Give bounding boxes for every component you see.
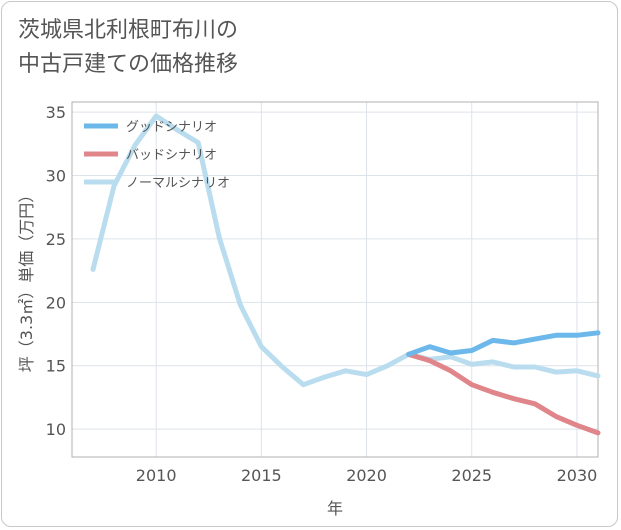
legend-label-1: バッドシナリオ xyxy=(126,148,217,163)
grid-lines xyxy=(72,102,598,457)
y-tick-label: 20 xyxy=(46,293,66,312)
x-tick-label: 2025 xyxy=(451,466,492,485)
x-tick-label: 2015 xyxy=(241,466,282,485)
series-line-1 xyxy=(406,351,601,436)
series-line-0 xyxy=(406,330,601,357)
chart-title-line2: 中古戸建ての価格推移 xyxy=(18,52,239,77)
series-line-2 xyxy=(90,113,601,388)
x-tick-label: 2020 xyxy=(346,466,387,485)
chart-title-line1: 茨城県北利根町布川の xyxy=(18,18,239,43)
series-lines xyxy=(90,113,601,436)
chart-title: 茨城県北利根町布川の 中古戸建ての価格推移 xyxy=(18,14,238,82)
x-axis-label: 年 xyxy=(327,499,343,518)
legend-label-2: ノーマルシナリオ xyxy=(126,176,230,191)
x-tick-label: 2010 xyxy=(136,466,177,485)
y-axis-ticks: 10 15 20 25 30 35 xyxy=(46,103,66,439)
x-tick-label: 2030 xyxy=(557,466,598,485)
y-tick-label: 30 xyxy=(46,167,66,186)
y-axis-label: 坪（3.3㎡）単価（万円） xyxy=(17,187,36,372)
legend-label-0: グッドシナリオ xyxy=(126,120,217,135)
y-tick-label: 10 xyxy=(46,420,66,439)
x-axis-ticks: 2010 2015 2020 2025 2030 xyxy=(136,466,598,485)
y-tick-label: 35 xyxy=(46,103,66,122)
y-tick-label: 15 xyxy=(46,357,66,376)
y-tick-label: 25 xyxy=(46,230,66,249)
plot-area-border xyxy=(71,101,599,458)
